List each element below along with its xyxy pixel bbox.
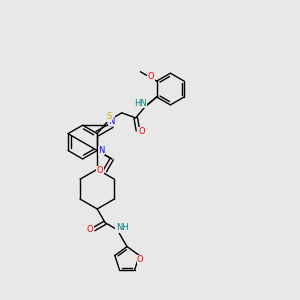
- Text: HN: HN: [134, 99, 147, 108]
- Text: O: O: [148, 72, 154, 81]
- Text: O: O: [139, 127, 145, 136]
- Text: O: O: [87, 225, 93, 234]
- Text: NH: NH: [116, 223, 128, 232]
- Text: O: O: [137, 255, 144, 264]
- Text: N: N: [109, 117, 115, 126]
- Text: S: S: [106, 112, 112, 121]
- Text: O: O: [97, 167, 103, 176]
- Text: N: N: [98, 146, 104, 155]
